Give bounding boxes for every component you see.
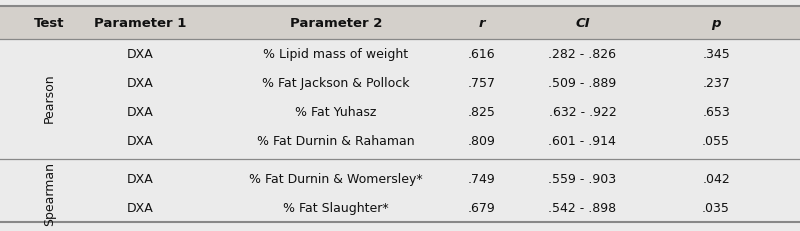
Text: .749: .749 xyxy=(468,172,495,185)
Text: .601 - .914: .601 - .914 xyxy=(549,134,616,147)
Text: % Fat Durnin & Rahaman: % Fat Durnin & Rahaman xyxy=(257,134,415,147)
Text: Parameter 2: Parameter 2 xyxy=(290,17,382,30)
Text: Parameter 1: Parameter 1 xyxy=(94,17,186,30)
Text: CI: CI xyxy=(575,17,590,30)
Text: % Fat Durnin & Womersley*: % Fat Durnin & Womersley* xyxy=(249,172,423,185)
Text: .042: .042 xyxy=(702,172,730,185)
Text: .237: .237 xyxy=(702,77,730,90)
Text: .559 - .903: .559 - .903 xyxy=(548,172,617,185)
Text: DXA: DXA xyxy=(126,201,154,214)
Text: .653: .653 xyxy=(702,105,730,118)
Text: .757: .757 xyxy=(467,77,495,90)
Text: .809: .809 xyxy=(468,134,495,147)
Text: DXA: DXA xyxy=(126,105,154,118)
Text: DXA: DXA xyxy=(126,134,154,147)
Text: .035: .035 xyxy=(702,201,730,214)
Text: r: r xyxy=(478,17,485,30)
Text: .632 - .922: .632 - .922 xyxy=(549,105,616,118)
Text: .542 - .898: .542 - .898 xyxy=(548,201,617,214)
Bar xyxy=(0,7,800,40)
Text: % Lipid mass of weight: % Lipid mass of weight xyxy=(263,48,409,61)
Text: DXA: DXA xyxy=(126,48,154,61)
Text: .679: .679 xyxy=(468,201,495,214)
Text: Spearman: Spearman xyxy=(43,161,56,225)
Text: DXA: DXA xyxy=(126,172,154,185)
Text: Test: Test xyxy=(34,17,65,30)
Text: .282 - .826: .282 - .826 xyxy=(549,48,616,61)
Text: % Fat Jackson & Pollock: % Fat Jackson & Pollock xyxy=(262,77,410,90)
Text: .509 - .889: .509 - .889 xyxy=(548,77,617,90)
Text: .616: .616 xyxy=(468,48,495,61)
Text: .345: .345 xyxy=(702,48,730,61)
Text: Pearson: Pearson xyxy=(43,73,56,122)
Text: % Fat Yuhasz: % Fat Yuhasz xyxy=(295,105,377,118)
Text: .825: .825 xyxy=(468,105,495,118)
Text: % Fat Slaughter*: % Fat Slaughter* xyxy=(283,201,389,214)
Text: p: p xyxy=(711,17,721,30)
Text: .055: .055 xyxy=(702,134,730,147)
Text: DXA: DXA xyxy=(126,77,154,90)
